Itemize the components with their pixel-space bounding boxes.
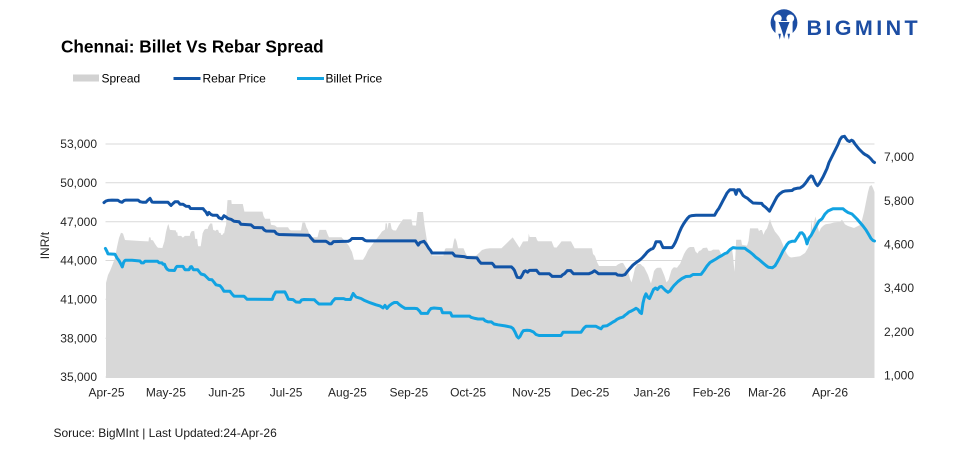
svg-text:Jun-25: Jun-25 [208, 386, 245, 400]
svg-text:Jan-26: Jan-26 [634, 386, 671, 400]
svg-text:Oct-25: Oct-25 [450, 386, 486, 400]
svg-text:4,600: 4,600 [884, 238, 914, 252]
svg-text:2,200: 2,200 [884, 325, 914, 339]
svg-text:Chennai: Billet Vs Rebar Sprea: Chennai: Billet Vs Rebar Spread [61, 37, 324, 57]
svg-text:50,000: 50,000 [60, 176, 97, 190]
svg-text:Apr-25: Apr-25 [88, 386, 124, 400]
svg-text:BIGMINT: BIGMINT [807, 16, 922, 40]
svg-text:41,000: 41,000 [60, 293, 97, 307]
svg-text:3,400: 3,400 [884, 281, 914, 295]
svg-text:Rebar Price: Rebar Price [203, 72, 267, 86]
svg-text:INR/t: INR/t [38, 231, 52, 259]
svg-text:38,000: 38,000 [60, 331, 97, 345]
svg-text:Jul-25: Jul-25 [270, 386, 303, 400]
svg-text:Spread: Spread [102, 72, 141, 86]
svg-text:May-25: May-25 [146, 386, 186, 400]
svg-text:Nov-25: Nov-25 [512, 386, 551, 400]
svg-text:Aug-25: Aug-25 [328, 386, 367, 400]
svg-text:Apr-26: Apr-26 [812, 386, 848, 400]
svg-text:Soruce: BigMInt | Last Updated: Soruce: BigMInt | Last Updated:24-Apr-26 [54, 426, 278, 440]
svg-text:Dec-25: Dec-25 [571, 386, 610, 400]
svg-text:Sep-25: Sep-25 [389, 386, 428, 400]
svg-text:47,000: 47,000 [60, 215, 97, 229]
svg-text:1,000: 1,000 [884, 369, 914, 383]
svg-text:35,000: 35,000 [60, 370, 97, 384]
svg-text:Billet Price: Billet Price [326, 72, 383, 86]
svg-text:Feb-26: Feb-26 [693, 386, 731, 400]
svg-text:53,000: 53,000 [60, 137, 97, 151]
svg-text:5,800: 5,800 [884, 194, 914, 208]
svg-text:Mar-26: Mar-26 [748, 386, 786, 400]
svg-text:44,000: 44,000 [60, 254, 97, 268]
svg-text:7,000: 7,000 [884, 150, 914, 164]
